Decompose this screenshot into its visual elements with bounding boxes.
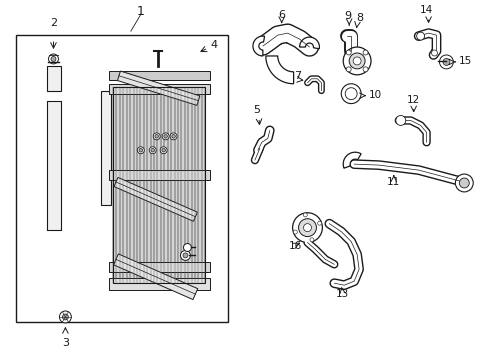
Circle shape	[343, 47, 370, 75]
Bar	[16, 35, 228, 322]
Circle shape	[309, 238, 313, 242]
Polygon shape	[113, 254, 197, 300]
Bar	[109, 71, 210, 80]
Circle shape	[162, 133, 169, 140]
Circle shape	[303, 224, 311, 231]
Polygon shape	[114, 177, 197, 221]
Text: 13: 13	[335, 289, 348, 299]
Circle shape	[48, 54, 59, 64]
Bar	[109, 262, 210, 272]
Bar	[109, 84, 210, 94]
Circle shape	[162, 148, 165, 152]
Circle shape	[458, 178, 468, 188]
Circle shape	[348, 53, 365, 69]
Circle shape	[160, 147, 167, 154]
Circle shape	[352, 57, 360, 65]
Circle shape	[442, 58, 449, 66]
Circle shape	[62, 314, 68, 320]
Text: 5: 5	[253, 104, 260, 114]
Circle shape	[151, 148, 154, 152]
Circle shape	[345, 88, 356, 100]
Text: 10: 10	[368, 90, 382, 100]
Circle shape	[346, 67, 350, 72]
Circle shape	[362, 67, 367, 72]
Circle shape	[183, 253, 187, 258]
Circle shape	[293, 230, 297, 234]
Circle shape	[346, 50, 350, 55]
Circle shape	[303, 213, 306, 217]
Circle shape	[416, 32, 424, 40]
Circle shape	[298, 219, 316, 237]
Polygon shape	[299, 37, 319, 49]
Circle shape	[155, 135, 158, 138]
Polygon shape	[265, 56, 293, 84]
Text: 1: 1	[137, 5, 144, 18]
Circle shape	[137, 147, 144, 154]
Polygon shape	[46, 66, 61, 91]
Circle shape	[171, 135, 175, 138]
Bar	[113, 87, 205, 283]
Circle shape	[317, 221, 321, 225]
Text: 9: 9	[344, 11, 351, 21]
Bar	[109, 170, 210, 180]
Circle shape	[180, 251, 190, 260]
Text: 11: 11	[386, 177, 400, 187]
Circle shape	[439, 55, 452, 69]
Circle shape	[139, 148, 142, 152]
Text: 12: 12	[406, 95, 420, 105]
Circle shape	[60, 311, 71, 323]
Circle shape	[51, 57, 56, 62]
Text: 15: 15	[457, 56, 470, 66]
Text: 6: 6	[278, 10, 285, 20]
Circle shape	[341, 84, 360, 104]
Bar	[109, 278, 210, 290]
Circle shape	[454, 174, 472, 192]
Text: 2: 2	[50, 18, 57, 28]
Text: 16: 16	[288, 242, 302, 251]
Text: 7: 7	[293, 71, 301, 81]
Text: 3: 3	[62, 338, 69, 348]
Circle shape	[149, 147, 156, 154]
Text: 8: 8	[356, 13, 363, 23]
Text: 4: 4	[210, 40, 217, 50]
Polygon shape	[117, 71, 200, 105]
Circle shape	[431, 50, 437, 56]
Circle shape	[153, 133, 160, 140]
Circle shape	[292, 213, 322, 243]
Circle shape	[395, 116, 405, 125]
Polygon shape	[46, 100, 61, 230]
Circle shape	[183, 243, 191, 251]
Text: 14: 14	[419, 5, 432, 15]
Bar	[113, 87, 205, 283]
Circle shape	[362, 50, 367, 55]
Circle shape	[163, 135, 167, 138]
Polygon shape	[252, 36, 264, 56]
Circle shape	[170, 133, 177, 140]
Polygon shape	[343, 152, 360, 168]
Polygon shape	[101, 91, 111, 205]
